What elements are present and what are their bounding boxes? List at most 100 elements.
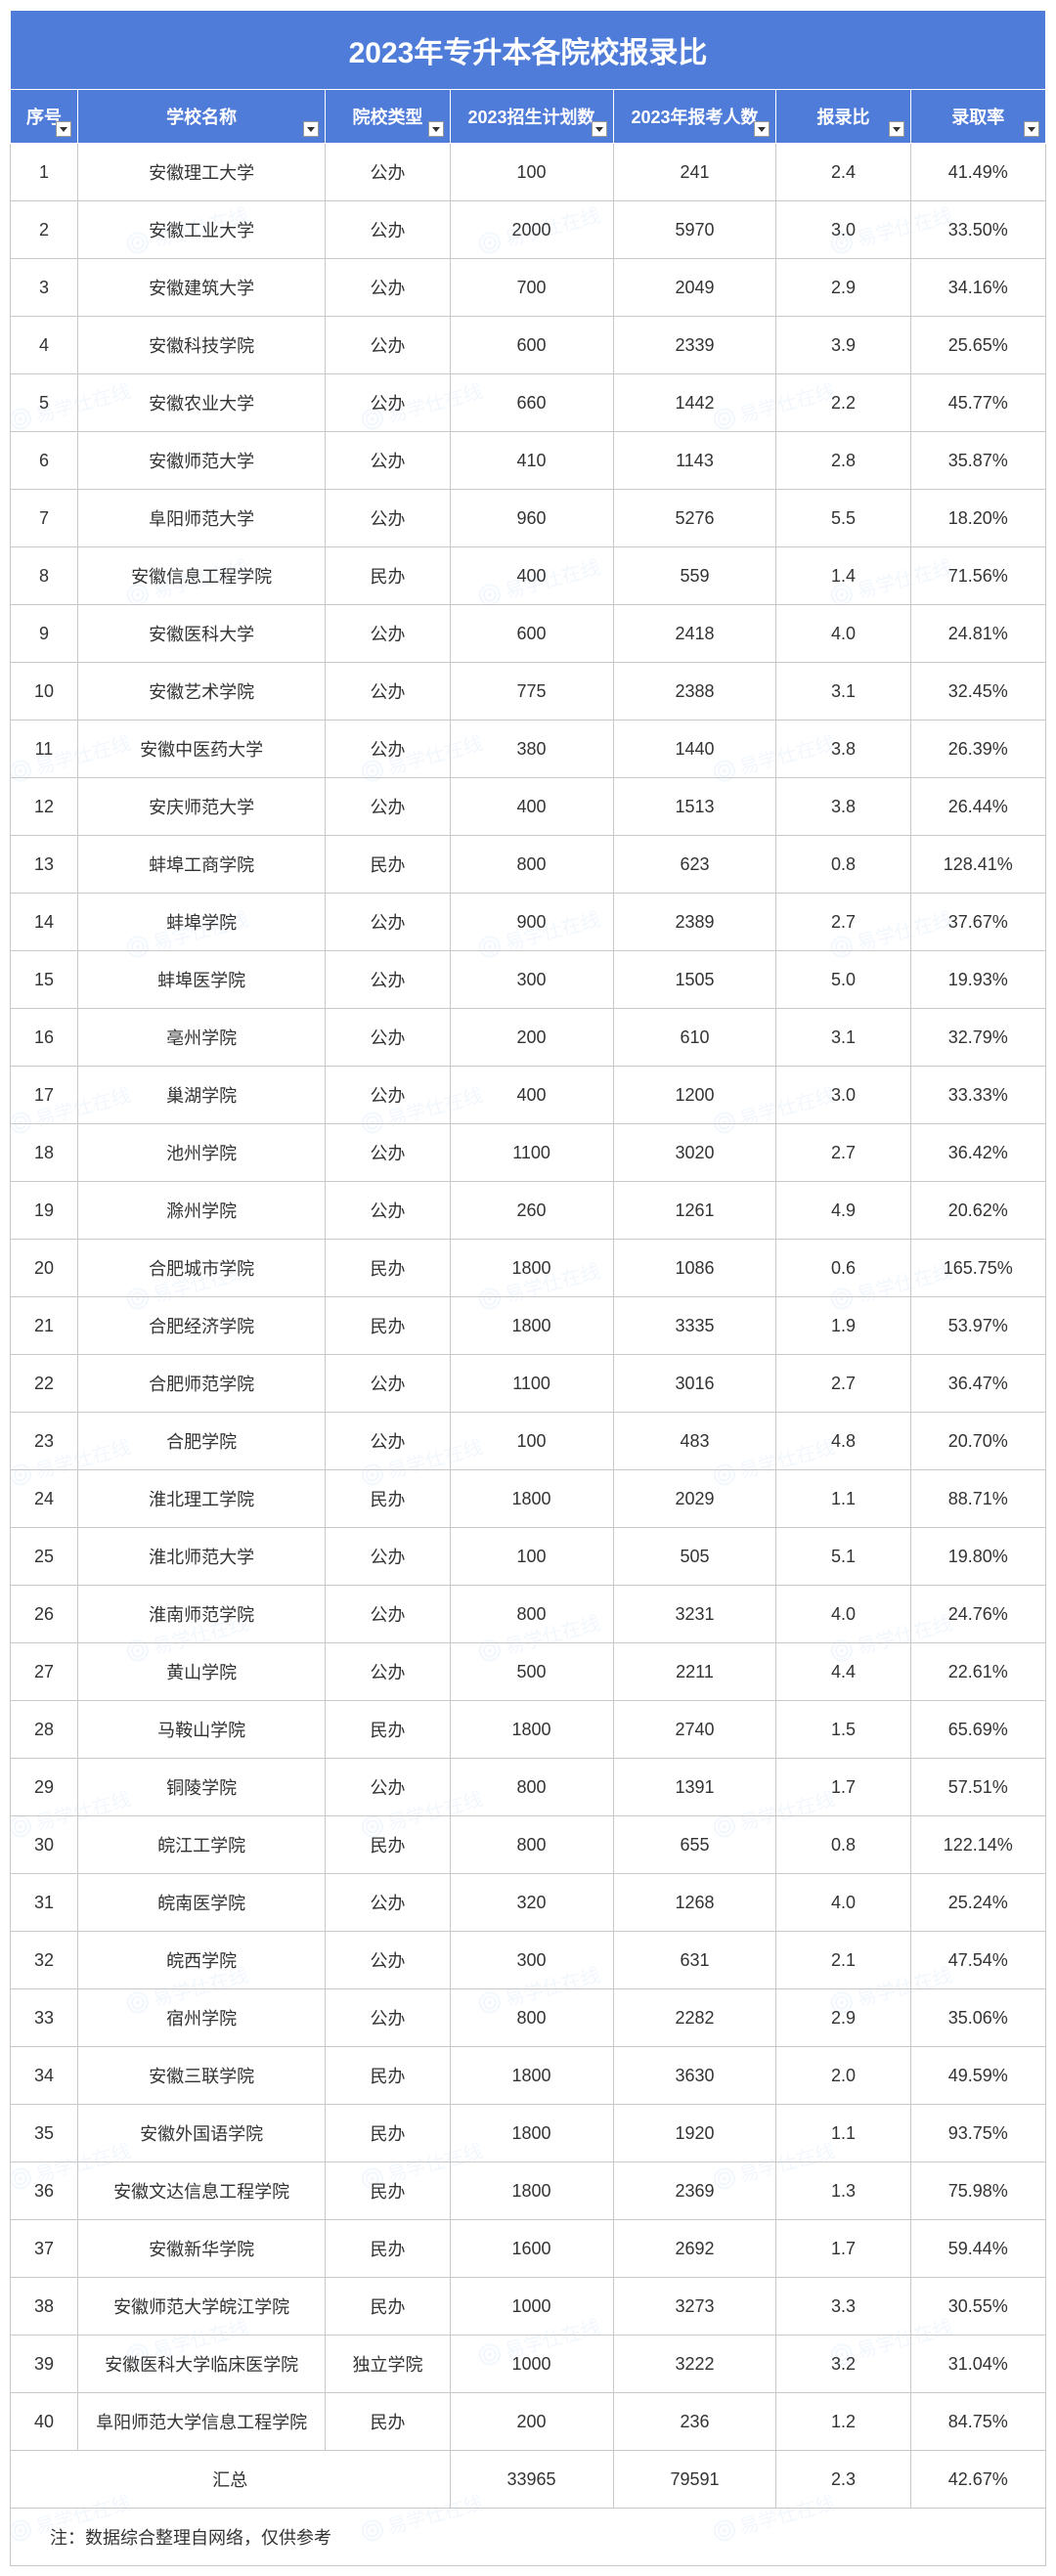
table-cell: 0.8 [776,836,910,894]
summary-plan: 33965 [450,2451,613,2509]
table-row: 1安徽理工大学公办1002412.441.49% [11,144,1046,201]
table-cell: 安徽医科大学临床医学院 [77,2336,325,2393]
table-cell: 宿州学院 [77,1989,325,2047]
col-header-index[interactable]: 序号 [11,90,78,144]
table-cell: 黄山学院 [77,1643,325,1701]
filter-icon[interactable] [1024,121,1039,137]
table-cell: 合肥经济学院 [77,1297,325,1355]
table-cell: 8 [11,547,78,605]
table-cell: 公办 [326,1413,450,1470]
table-cell: 100 [450,144,613,201]
filter-icon[interactable] [303,121,319,137]
table-cell: 3.1 [776,663,910,720]
table-cell: 公办 [326,490,450,547]
table-row: 15蚌埠医学院公办30015055.019.93% [11,951,1046,1009]
table-cell: 3.0 [776,1067,910,1124]
col-header-plan[interactable]: 2023招生计划数 [450,90,613,144]
table-row: 14蚌埠学院公办90023892.737.67% [11,894,1046,951]
table-cell: 260 [450,1182,613,1240]
table-cell: 3273 [613,2278,776,2336]
summary-rate: 42.67% [910,2451,1045,2509]
table-cell: 26.44% [910,778,1045,836]
table-cell: 559 [613,547,776,605]
table-cell: 660 [450,374,613,432]
table-cell: 1513 [613,778,776,836]
table-cell: 2339 [613,317,776,374]
table-cell: 400 [450,778,613,836]
table-cell: 民办 [326,1701,450,1759]
table-cell: 1800 [450,2162,613,2220]
col-header-type[interactable]: 院校类型 [326,90,450,144]
filter-icon[interactable] [56,121,71,137]
table-cell: 71.56% [910,547,1045,605]
table-cell: 公办 [326,1989,450,2047]
table-cell: 蚌埠学院 [77,894,325,951]
filter-icon[interactable] [428,121,444,137]
table-cell: 400 [450,547,613,605]
table-cell: 皖西学院 [77,1932,325,1989]
table-cell: 2000 [450,201,613,259]
table-cell: 35 [11,2105,78,2162]
table-cell: 淮北理工学院 [77,1470,325,1528]
table-cell: 4 [11,317,78,374]
table-row: 21合肥经济学院民办180033351.953.97% [11,1297,1046,1355]
table-cell: 公办 [326,1874,450,1932]
table-row: 37安徽新华学院民办160026921.759.44% [11,2220,1046,2278]
table-cell: 1.1 [776,1470,910,1528]
table-cell: 37.67% [910,894,1045,951]
col-header-school[interactable]: 学校名称 [77,90,325,144]
table-cell: 200 [450,2393,613,2451]
table-cell: 公办 [326,1586,450,1643]
table-cell: 30 [11,1816,78,1874]
table-row: 19滁州学院公办26012614.920.62% [11,1182,1046,1240]
filter-icon[interactable] [592,121,607,137]
table-cell: 33 [11,1989,78,2047]
table-row: 7阜阳师范大学公办96052765.518.20% [11,490,1046,547]
table-cell: 淮北师范大学 [77,1528,325,1586]
table-cell: 公办 [326,894,450,951]
table-cell: 5970 [613,201,776,259]
table-cell: 34 [11,2047,78,2105]
table-cell: 合肥师范学院 [77,1355,325,1413]
table-cell: 安徽医科大学 [77,605,325,663]
table-cell: 1440 [613,720,776,778]
table-cell: 9 [11,605,78,663]
table-cell: 22 [11,1355,78,1413]
table-cell: 236 [613,2393,776,2451]
table-cell: 1391 [613,1759,776,1816]
header-row: 序号 学校名称 院校类型 2023招生计划数 2023年报考人数 报录比 [11,90,1046,144]
table-cell: 31 [11,1874,78,1932]
table-cell: 公办 [326,1643,450,1701]
table-cell: 2282 [613,1989,776,2047]
table-cell: 巢湖学院 [77,1067,325,1124]
table-cell: 公办 [326,720,450,778]
table-cell: 11 [11,720,78,778]
col-header-ratio[interactable]: 报录比 [776,90,910,144]
title-row: 2023年专升本各院校报录比 [11,11,1046,90]
table-cell: 88.71% [910,1470,1045,1528]
table-cell: 1000 [450,2336,613,2393]
table-row: 18池州学院公办110030202.736.42% [11,1124,1046,1182]
table-cell: 200 [450,1009,613,1067]
table-cell: 1.2 [776,2393,910,2451]
filter-icon[interactable] [889,121,904,137]
col-header-apply[interactable]: 2023年报考人数 [613,90,776,144]
table-cell: 17 [11,1067,78,1124]
table-cell: 公办 [326,1528,450,1586]
table-cell: 5.5 [776,490,910,547]
table-cell: 38 [11,2278,78,2336]
table-cell: 1800 [450,2105,613,2162]
table-cell: 3222 [613,2336,776,2393]
table-cell: 800 [450,1816,613,1874]
table-cell: 淮南师范学院 [77,1586,325,1643]
table-cell: 100 [450,1413,613,1470]
table-cell: 2.2 [776,374,910,432]
table-cell: 公办 [326,1067,450,1124]
table-cell: 2.7 [776,1355,910,1413]
table-cell: 320 [450,1874,613,1932]
filter-icon[interactable] [754,121,770,137]
table-cell: 公办 [326,1759,450,1816]
table-cell: 1.7 [776,1759,910,1816]
col-header-rate[interactable]: 录取率 [910,90,1045,144]
table-cell: 安徽建筑大学 [77,259,325,317]
